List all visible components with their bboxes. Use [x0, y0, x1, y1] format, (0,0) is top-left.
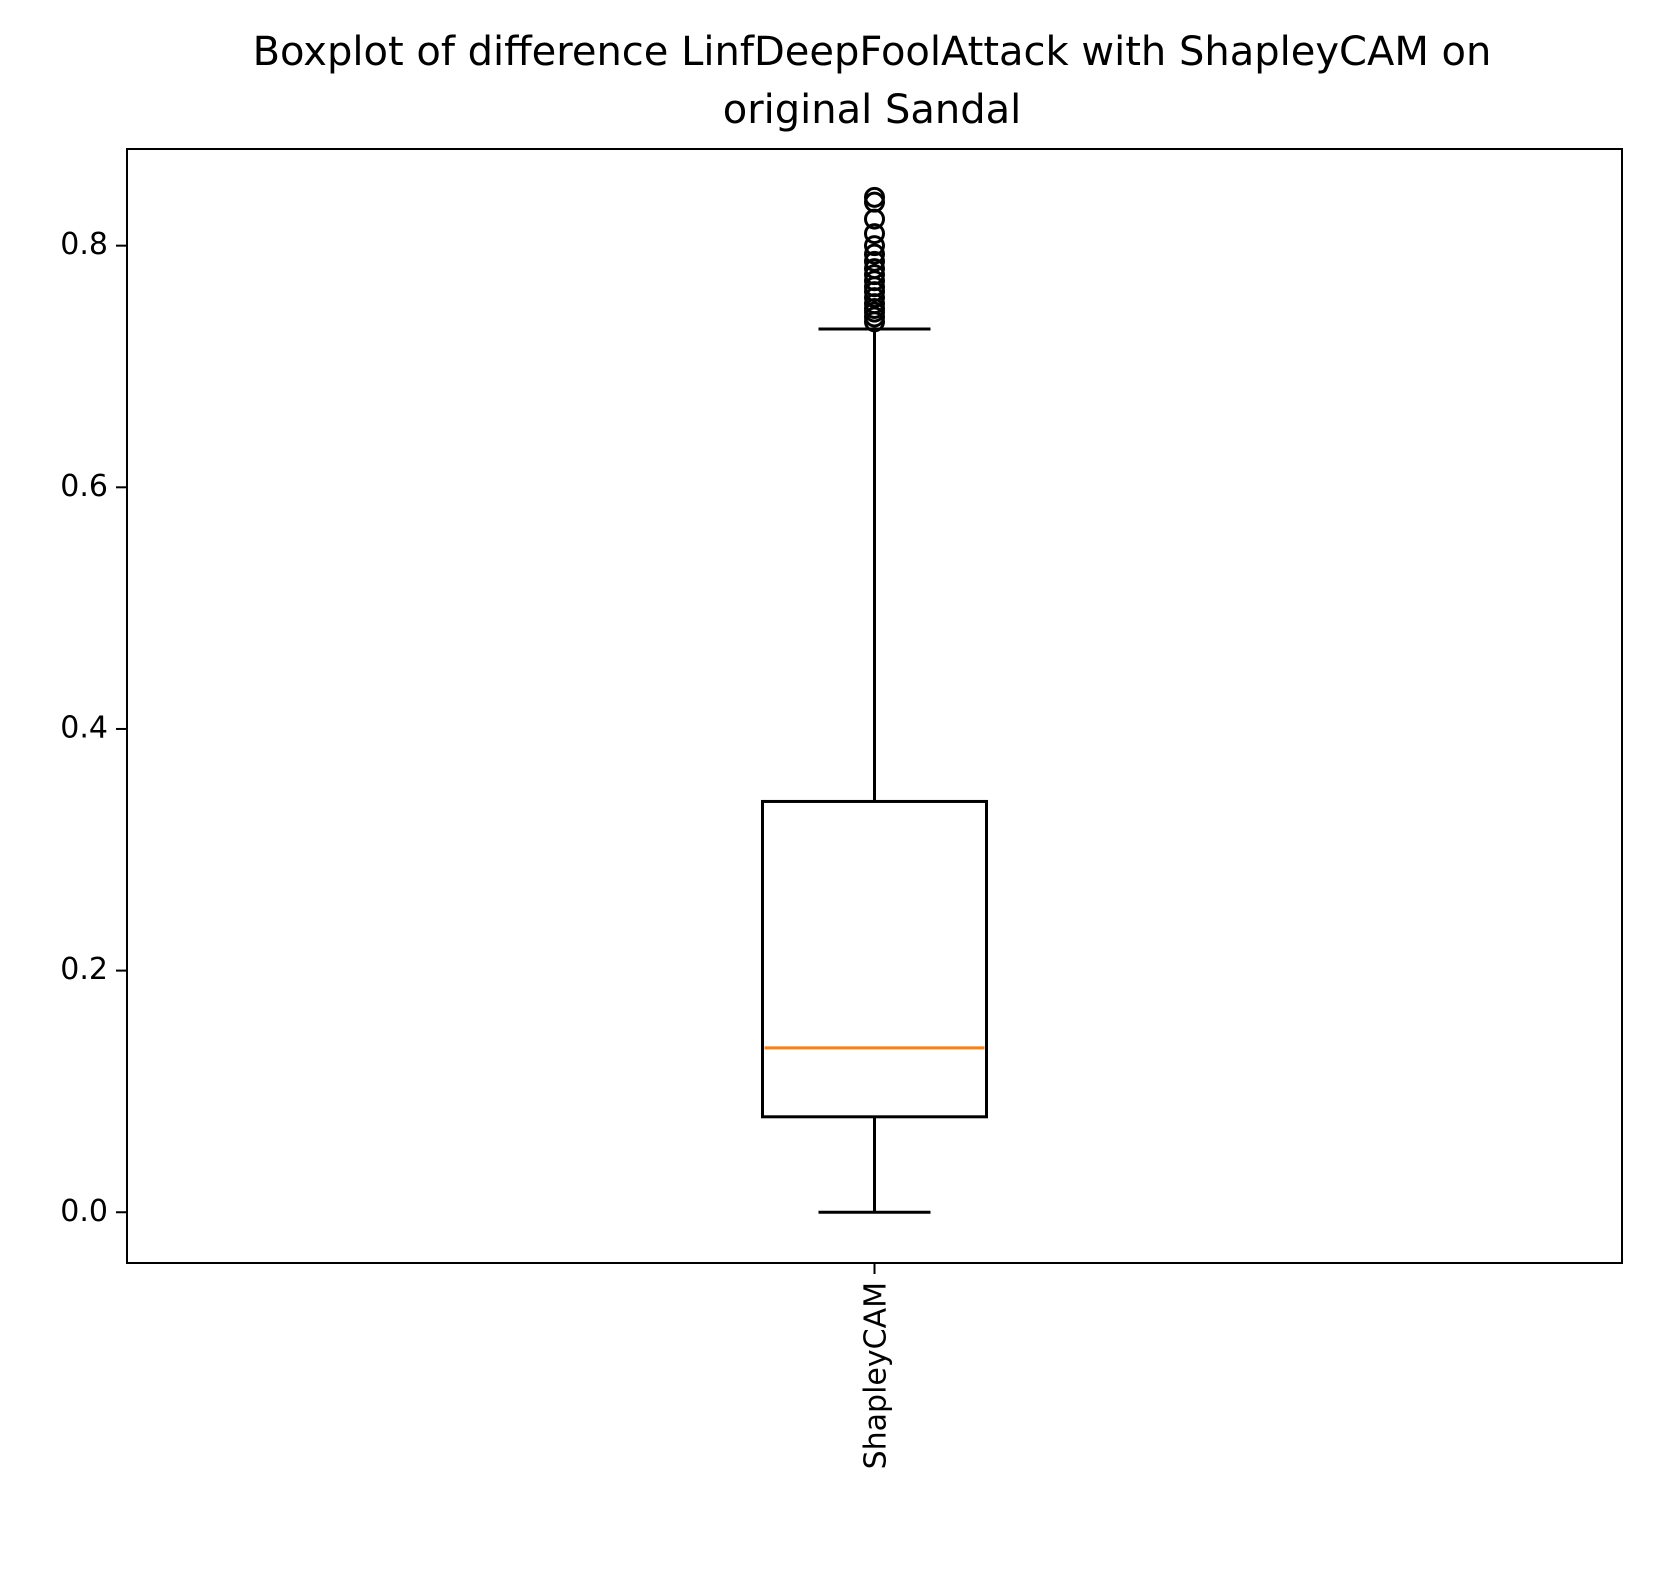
outlier-point — [864, 223, 885, 245]
box-group — [761, 186, 988, 1214]
y-tick-label: 0.2 — [60, 952, 108, 987]
y-tick-label: 0.8 — [60, 227, 108, 262]
outlier-point — [864, 258, 885, 280]
box-series — [761, 186, 988, 1214]
outlier-point — [864, 186, 885, 208]
y-tick-label: 0.0 — [60, 1194, 108, 1229]
chart-title-line-2: original Sandal — [723, 87, 1022, 133]
interquartile-box — [761, 799, 988, 1119]
outlier-point — [864, 250, 885, 272]
y-axis: 0.0 0.2 0.4 0.6 0.8 — [60, 227, 127, 1229]
y-tick-label: 0.6 — [60, 469, 108, 504]
outlier-point — [864, 235, 885, 257]
chart-title-line-1: Boxplot of difference LinfDeepFoolAttack… — [253, 29, 1492, 75]
y-tick-label: 0.4 — [60, 710, 108, 745]
outlier-point — [864, 243, 885, 265]
x-tick-label: ShapleyCAM — [859, 1282, 894, 1469]
outlier-point — [864, 264, 885, 286]
x-axis: ShapleyCAM — [859, 1263, 894, 1469]
